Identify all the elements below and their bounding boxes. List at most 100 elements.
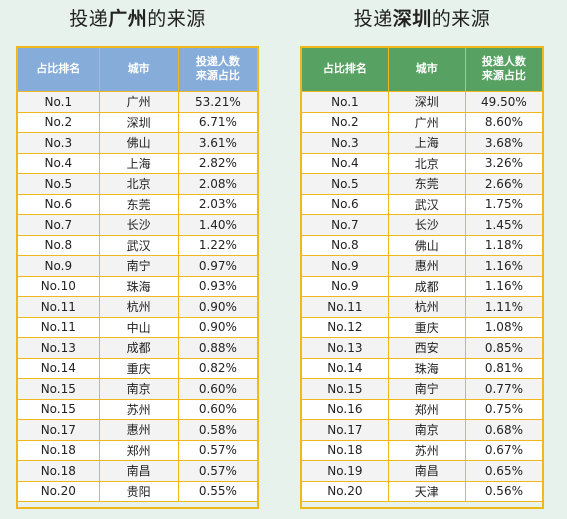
cell-share: 1.75% (464, 193, 544, 215)
cell-share: 0.55% (177, 480, 259, 502)
cell-city: 广州 (387, 111, 466, 133)
cell-share: 1.16% (464, 275, 544, 297)
header-city: 城市 (387, 46, 466, 92)
cell-city: 上海 (98, 152, 179, 174)
cell-share: 0.81% (464, 357, 544, 379)
cell-share: 0.60% (177, 398, 259, 420)
title-city: 深圳 (392, 8, 432, 30)
header-city: 城市 (98, 46, 179, 92)
cell-share: 53.21% (177, 91, 259, 113)
cell-city: 东莞 (387, 173, 466, 195)
table-row: No.15 南京 0.60% (17, 378, 259, 400)
cell-share: 0.68% (464, 419, 544, 441)
table-row: No.9 惠州 1.16% (301, 255, 544, 277)
cell-share: 0.97% (177, 255, 259, 277)
cell-share: 1.22% (177, 234, 259, 256)
cell-city: 贵阳 (98, 480, 179, 502)
cell-city: 武汉 (387, 193, 466, 215)
cell-rank: No.4 (17, 152, 100, 174)
cell-rank: No.18 (17, 460, 100, 482)
cell-rank: No.3 (301, 132, 389, 154)
cell-rank: No.11 (17, 316, 100, 338)
header-rank: 占比排名 (17, 46, 100, 92)
cell-rank: No.1 (301, 91, 389, 113)
table-row: No.1 深圳 49.50% (301, 91, 544, 113)
shenzhen-table-body: No.1 深圳 49.50% No.2 广州 8.60% No.3 上海 3.68% No.4 北京… (301, 91, 544, 502)
cell-city: 重庆 (98, 357, 179, 379)
table-row: No.13 西安 0.85% (301, 337, 544, 359)
cell-city: 惠州 (387, 255, 466, 277)
table-row: No.7 长沙 1.40% (17, 214, 259, 236)
table-row: No.9 南宁 0.97% (17, 255, 259, 277)
table-row: No.16 郑州 0.75% (301, 398, 544, 420)
cell-city: 北京 (98, 173, 179, 195)
cell-rank: No.11 (301, 296, 389, 318)
cell-share: 3.68% (464, 132, 544, 154)
cell-city: 武汉 (98, 234, 179, 256)
cell-rank: No.4 (301, 152, 389, 174)
cell-share: 2.66% (464, 173, 544, 195)
cell-share: 1.45% (464, 214, 544, 236)
table-row: No.15 苏州 0.60% (17, 398, 259, 420)
cell-rank: No.6 (17, 193, 100, 215)
cell-rank: No.5 (301, 173, 389, 195)
cell-city: 南京 (98, 378, 179, 400)
header-share: 投递人数 来源占比 (177, 46, 259, 92)
table-row: No.13 成都 0.88% (17, 337, 259, 359)
cell-city: 北京 (387, 152, 466, 174)
title-suffix: 的来源 (147, 8, 206, 30)
cell-rank: No.7 (17, 214, 100, 236)
cell-rank: No.9 (301, 255, 389, 277)
cell-city: 上海 (387, 132, 466, 154)
cell-share: 0.77% (464, 378, 544, 400)
cell-rank: No.1 (17, 91, 100, 113)
cell-rank: No.9 (17, 255, 100, 277)
cell-city: 东莞 (98, 193, 179, 215)
cell-city: 郑州 (98, 439, 179, 461)
table-row: No.8 佛山 1.18% (301, 234, 544, 256)
table-row: No.1 广州 53.21% (17, 91, 259, 113)
shenzhen-source-table: 占比排名 城市 投递人数 来源占比 No.1 深圳 49.50% No.2 广州 8.60… (301, 46, 544, 502)
cell-city: 珠海 (387, 357, 466, 379)
cell-share: 0.67% (464, 439, 544, 461)
guangzhou-title: 投递广州的来源 (17, 4, 258, 31)
cell-rank: No.14 (17, 357, 100, 379)
table-row: No.6 东莞 2.03% (17, 193, 259, 215)
cell-rank: No.11 (17, 296, 100, 318)
cell-city: 佛山 (387, 234, 466, 256)
cell-city: 天津 (387, 480, 466, 502)
shenzhen-title: 投递深圳的来源 (301, 4, 543, 31)
table-row: No.19 南昌 0.65% (301, 460, 544, 482)
cell-rank: No.15 (17, 398, 100, 420)
table-row: No.7 长沙 1.45% (301, 214, 544, 236)
table-row: No.20 天津 0.56% (301, 480, 544, 502)
table-row: No.12 重庆 1.08% (301, 316, 544, 338)
table-row: No.14 重庆 0.82% (17, 357, 259, 379)
cell-city: 南宁 (98, 255, 179, 277)
cell-rank: No.2 (301, 111, 389, 133)
cell-city: 重庆 (387, 316, 466, 338)
table-row: No.10 珠海 0.93% (17, 275, 259, 297)
cell-city: 南京 (387, 419, 466, 441)
cell-share: 6.71% (177, 111, 259, 133)
cell-rank: No.10 (17, 275, 100, 297)
cell-city: 苏州 (98, 398, 179, 420)
cell-city: 杭州 (387, 296, 466, 318)
table-row: No.5 北京 2.08% (17, 173, 259, 195)
table-header-row: 占比排名 城市 投递人数 来源占比 (17, 46, 259, 92)
cell-rank: No.20 (301, 480, 389, 502)
cell-rank: No.16 (301, 398, 389, 420)
cell-rank: No.5 (17, 173, 100, 195)
table-row: No.2 广州 8.60% (301, 111, 544, 133)
table-row: No.15 南宁 0.77% (301, 378, 544, 400)
table-row: No.3 佛山 3.61% (17, 132, 259, 154)
cell-city: 南宁 (387, 378, 466, 400)
cell-share: 0.82% (177, 357, 259, 379)
cell-share: 0.90% (177, 316, 259, 338)
table-header-row: 占比排名 城市 投递人数 来源占比 (301, 46, 544, 92)
cell-share: 2.08% (177, 173, 259, 195)
cell-share: 0.90% (177, 296, 259, 318)
cell-rank: No.12 (301, 316, 389, 338)
cell-share: 0.57% (177, 460, 259, 482)
cell-rank: No.2 (17, 111, 100, 133)
